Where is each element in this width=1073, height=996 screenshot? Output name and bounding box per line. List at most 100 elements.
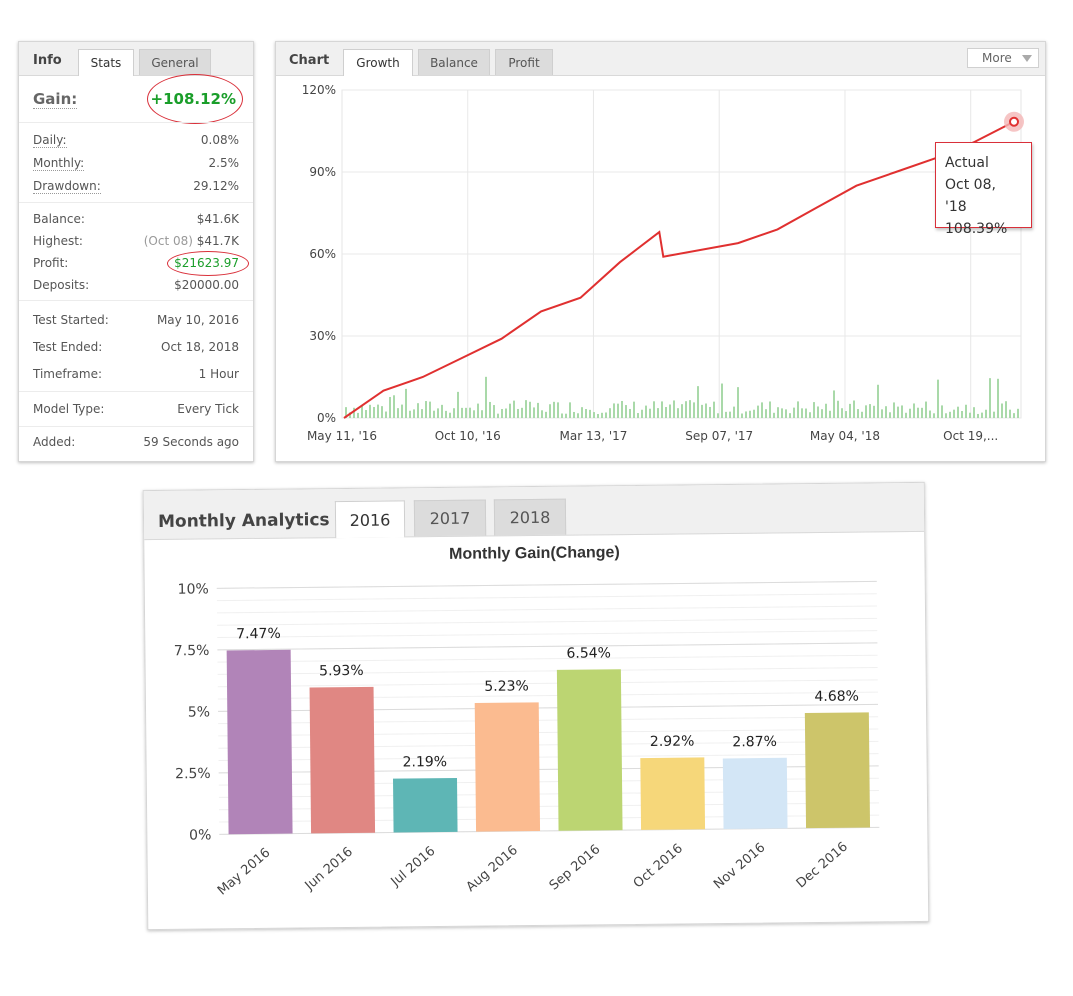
volume-bar — [837, 400, 839, 418]
hover-marker — [1009, 116, 1019, 127]
volume-bar — [841, 408, 843, 418]
volume-bar — [745, 411, 747, 418]
volume-bar — [617, 403, 619, 418]
test-ended-label: Test Ended: — [33, 340, 103, 354]
x-tick-label: Jun 2016 — [302, 845, 356, 894]
volume-bar — [485, 376, 487, 418]
volume-bar — [437, 408, 439, 418]
profit-label: Profit: — [33, 256, 69, 270]
volume-bar — [357, 412, 359, 418]
gridline-minor — [217, 630, 878, 639]
volume-bar — [409, 410, 411, 418]
volume-bar — [637, 413, 639, 418]
volume-bar — [741, 413, 743, 418]
tab-info[interactable]: Info — [33, 53, 62, 68]
volume-bar — [1009, 409, 1011, 418]
tab-stats[interactable]: Stats — [78, 49, 134, 76]
more-dropdown[interactable]: More — [967, 48, 1039, 68]
volume-bar — [557, 402, 559, 418]
volume-bar — [613, 403, 615, 418]
volume-bar — [517, 408, 519, 418]
gain-highlight-circle — [147, 74, 243, 124]
volume-bar — [925, 401, 927, 418]
volume-bar — [601, 412, 603, 418]
volume-bar — [477, 403, 479, 418]
divider — [19, 122, 253, 123]
test-ended-value: Oct 18, 2018 — [161, 340, 239, 354]
chart-tabbar: Chart Growth Balance Profit More — [276, 42, 1045, 76]
tab-growth[interactable]: Growth — [343, 49, 413, 76]
volume-bar — [537, 402, 539, 418]
volume-bar — [625, 405, 627, 418]
volume-bar — [393, 395, 395, 418]
volume-bar — [569, 402, 571, 418]
bar — [393, 777, 458, 833]
tab-profit[interactable]: Profit — [495, 49, 553, 75]
volume-bar — [709, 406, 711, 418]
gridline-minor — [217, 667, 878, 675]
volume-bar — [621, 400, 623, 418]
deposits-label: Deposits: — [33, 278, 90, 292]
bar-value-label: 7.47% — [236, 626, 281, 642]
y-tick-label: 60% — [309, 247, 336, 261]
volume-bar — [677, 408, 679, 418]
volume-bar — [425, 401, 427, 418]
volume-bar — [573, 411, 575, 418]
volume-bar — [713, 401, 715, 418]
volume-bar — [513, 400, 515, 418]
volume-bar — [353, 407, 355, 418]
volume-bar — [697, 386, 699, 418]
volume-bar — [453, 408, 455, 418]
highest-label: Highest: — [33, 234, 83, 248]
chevron-down-icon — [1022, 55, 1032, 62]
analytics-title: Monthly Analytics — [157, 510, 330, 532]
volume-bar — [965, 404, 967, 418]
volume-bar — [929, 410, 931, 418]
bar-value-label: 2.19% — [403, 754, 448, 770]
volume-bar — [825, 403, 827, 418]
volume-bar — [701, 404, 703, 418]
bar — [640, 757, 706, 830]
volume-bar — [757, 405, 759, 418]
volume-bar — [533, 407, 535, 418]
volume-bar — [769, 401, 771, 418]
volume-bar — [469, 407, 471, 418]
highest-value-group: (Oct 08) $41.7K — [144, 234, 239, 248]
volume-bar — [385, 411, 387, 418]
volume-bar — [597, 413, 599, 418]
tab-balance[interactable]: Balance — [418, 49, 490, 75]
volume-bar — [1017, 408, 1019, 418]
y-tick-label: 5% — [188, 704, 210, 720]
volume-bar — [773, 412, 775, 418]
timeframe-value: 1 Hour — [198, 367, 239, 381]
volume-bar — [853, 400, 855, 418]
volume-bar — [529, 401, 531, 418]
volume-bar — [1005, 401, 1007, 418]
profit-highlight-circle — [167, 251, 249, 276]
volume-bar — [649, 408, 651, 418]
volume-bar — [449, 412, 451, 418]
x-tick-label: Sep 2016 — [547, 842, 604, 894]
tab-2016[interactable]: 2016 — [334, 500, 406, 539]
tab-general[interactable]: General — [139, 49, 211, 75]
volume-bar — [521, 407, 523, 418]
divider — [19, 300, 253, 301]
bar-value-label: 2.92% — [650, 734, 695, 750]
volume-bar — [461, 407, 463, 418]
volume-bar — [877, 384, 879, 418]
volume-bar — [997, 378, 999, 418]
volume-bar — [653, 401, 655, 418]
growth-chart: 0% 30% 60% 90% 120% May 11, '16 Oct 10, '16 Mar… — [302, 83, 1024, 443]
growth-chart-panel: Chart Growth Balance Profit More 0% 30% 60… — [275, 41, 1046, 462]
tab-2018[interactable]: 2018 — [493, 498, 567, 536]
volume-bar — [685, 401, 687, 418]
tab-2017[interactable]: 2017 — [413, 499, 487, 537]
volume-bar — [549, 404, 551, 418]
volume-bar — [465, 407, 467, 418]
highest-value: $41.7K — [196, 234, 239, 248]
volume-bar — [777, 407, 779, 418]
volume-bar — [761, 402, 763, 418]
volume-bar — [657, 408, 659, 418]
gridline-minor — [216, 593, 877, 602]
divider — [19, 202, 253, 203]
